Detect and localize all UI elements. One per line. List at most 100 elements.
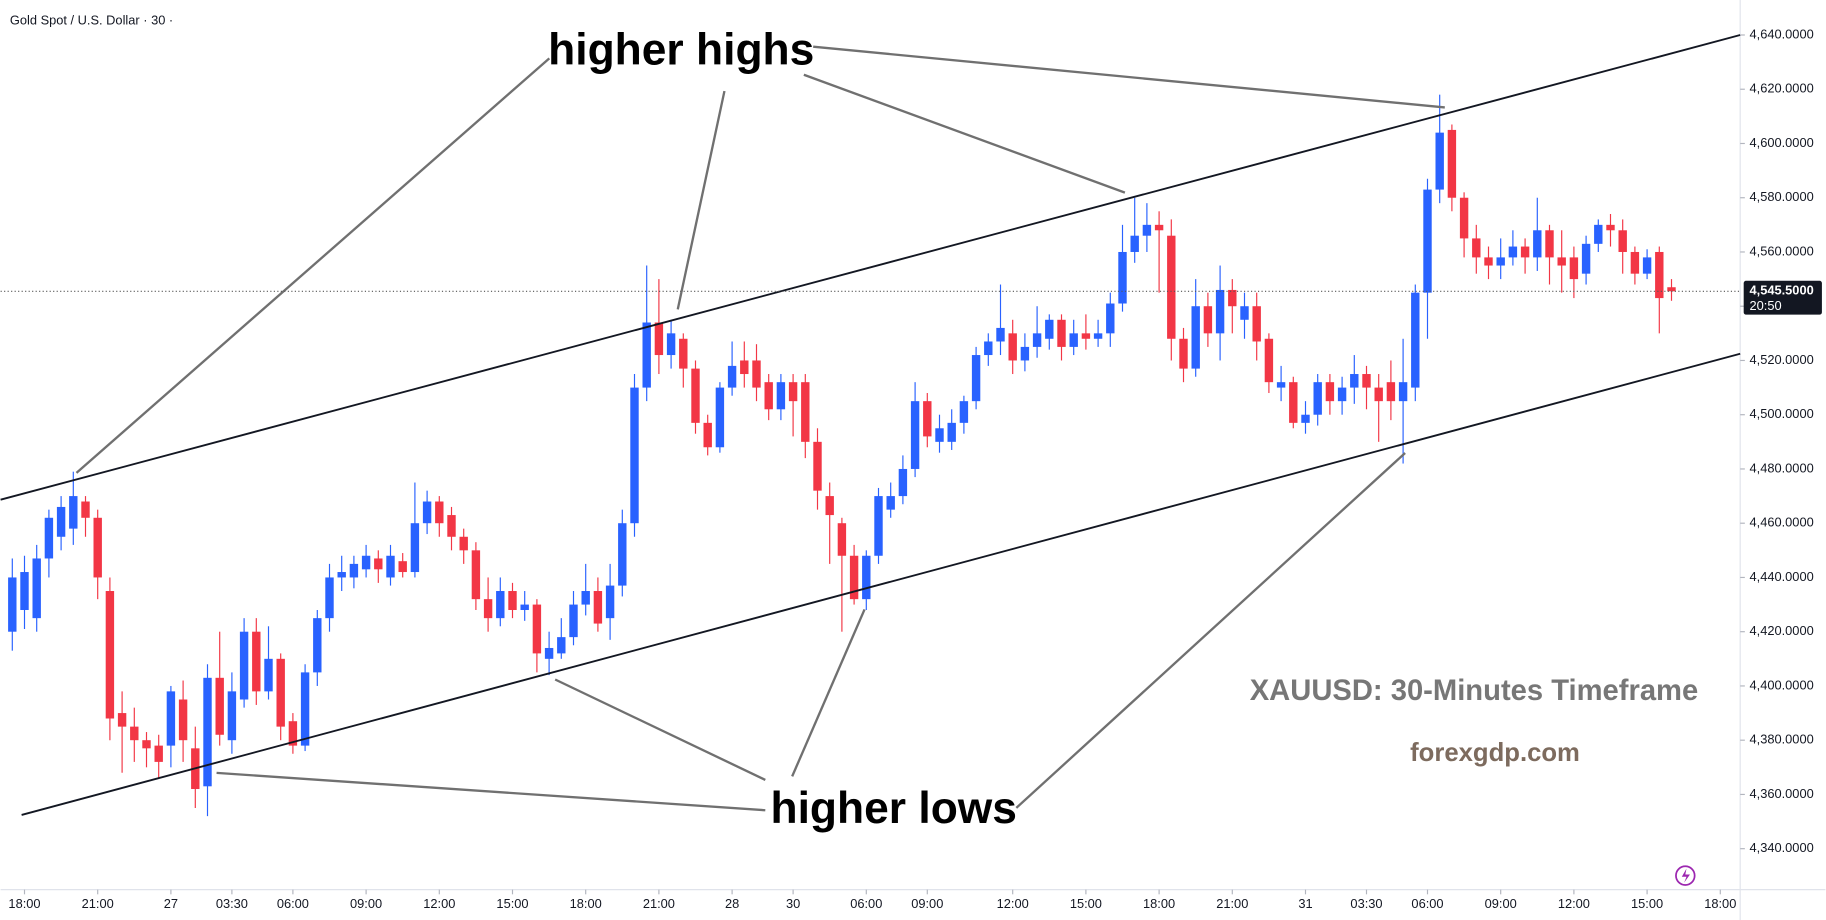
annotation: higher lows xyxy=(771,784,1017,833)
x-tick-label: 21:00 xyxy=(1216,896,1248,911)
candle-body xyxy=(1630,251,1640,274)
x-tick-label: 18:00 xyxy=(8,896,40,911)
x-tick-label: 06:00 xyxy=(850,896,882,911)
candle-body xyxy=(1581,243,1591,274)
candle-body xyxy=(947,422,956,442)
candle-body xyxy=(715,387,725,448)
x-tick-label: 12:00 xyxy=(423,896,455,911)
candle-body xyxy=(1374,387,1383,402)
x-tick-label: 27 xyxy=(164,896,178,911)
candle-body xyxy=(264,658,273,692)
candle-body xyxy=(313,618,322,673)
y-tick-label: 4,380.0000 xyxy=(1750,732,1814,747)
y-tick-label: 4,340.0000 xyxy=(1750,840,1814,855)
candle-body xyxy=(886,496,895,510)
pointer xyxy=(803,73,1126,194)
x-tick-label: 06:00 xyxy=(277,896,309,911)
candle-body xyxy=(300,672,310,746)
candle-body xyxy=(227,691,237,741)
candle-body xyxy=(666,333,676,356)
x-tick-label: 09:00 xyxy=(911,896,943,911)
candle-body xyxy=(337,572,346,578)
candle-body xyxy=(1008,333,1017,361)
candle-body xyxy=(105,591,115,719)
y-tick-label: 4,400.0000 xyxy=(1750,677,1814,692)
candle-body xyxy=(1398,382,1408,402)
candle-body xyxy=(642,322,651,388)
candle-body xyxy=(508,591,517,611)
x-tick-label: 03:30 xyxy=(216,896,248,911)
candle-body xyxy=(1594,224,1603,244)
candle-body xyxy=(93,517,102,578)
candle-body xyxy=(1228,289,1237,307)
chart-title: Gold Spot / U.S. Dollar · 30 · xyxy=(10,12,173,27)
candle-body xyxy=(203,677,212,787)
candle-body xyxy=(776,382,786,410)
candle-body xyxy=(1472,238,1481,258)
candle-body xyxy=(1533,230,1542,258)
candle-body xyxy=(1252,306,1261,342)
pointer xyxy=(676,90,726,310)
candle-body xyxy=(1313,382,1322,415)
y-tick-label: 4,620.0000 xyxy=(1750,81,1814,96)
candle-body xyxy=(178,699,188,741)
candle-body xyxy=(996,327,1005,342)
candle-body xyxy=(276,658,285,727)
x-tick-label: 15:00 xyxy=(496,896,528,911)
candle-body xyxy=(849,555,859,600)
candle-body xyxy=(544,647,554,659)
candle-body xyxy=(56,506,66,537)
candle-body xyxy=(764,382,773,410)
candle-body xyxy=(752,360,761,388)
candle-body xyxy=(923,401,932,437)
pointer xyxy=(554,678,766,781)
y-tick-label: 4,460.0000 xyxy=(1750,515,1814,530)
candle-body xyxy=(801,382,810,442)
candle-body xyxy=(605,585,615,619)
y-tick-label: 4,480.0000 xyxy=(1750,460,1814,475)
candles xyxy=(8,94,1676,817)
candle-body xyxy=(1618,230,1627,252)
candle-body xyxy=(984,341,993,356)
x-tick-label: 18:00 xyxy=(570,896,602,911)
candle-body xyxy=(593,591,603,624)
candle-body xyxy=(1606,224,1615,231)
candle-body xyxy=(166,691,176,746)
candle-body xyxy=(1142,224,1152,236)
alert-icon[interactable] xyxy=(1675,865,1696,886)
x-tick-label: 15:00 xyxy=(1631,896,1663,911)
candle-body xyxy=(1557,257,1566,266)
candle-body xyxy=(520,604,529,611)
x-tick-label: 03:30 xyxy=(1350,896,1382,911)
candle-body xyxy=(1642,257,1652,274)
candle-body xyxy=(1520,246,1530,258)
candle-body xyxy=(117,713,127,727)
candle-body xyxy=(1655,251,1664,299)
candle-body xyxy=(44,517,54,559)
x-tick-label: 18:00 xyxy=(1704,896,1736,911)
candle-body xyxy=(1069,333,1078,347)
candle-body xyxy=(1569,257,1579,280)
candle-body xyxy=(1276,382,1286,388)
candle-body xyxy=(1118,251,1127,304)
candle-body xyxy=(471,550,481,600)
candle-body xyxy=(1264,338,1274,383)
x-tick-label: 12:00 xyxy=(997,896,1029,911)
x-tick-label: 28 xyxy=(725,896,739,911)
y-tick-label: 4,600.0000 xyxy=(1750,135,1814,150)
candle-body xyxy=(581,591,590,605)
pointer xyxy=(813,45,1445,109)
price-tag xyxy=(1743,280,1822,315)
y-tick-label: 4,500.0000 xyxy=(1750,406,1814,421)
candle-body xyxy=(361,555,371,570)
candle-body xyxy=(1032,333,1042,347)
candle-body xyxy=(459,536,468,551)
candle-body xyxy=(1545,230,1554,258)
lower-channel-line xyxy=(21,352,1741,816)
x-tick-label: 15:00 xyxy=(1070,896,1102,911)
candle-body xyxy=(1106,303,1115,334)
y-tick-label: 4,440.0000 xyxy=(1750,569,1814,584)
candle-body xyxy=(740,360,749,375)
